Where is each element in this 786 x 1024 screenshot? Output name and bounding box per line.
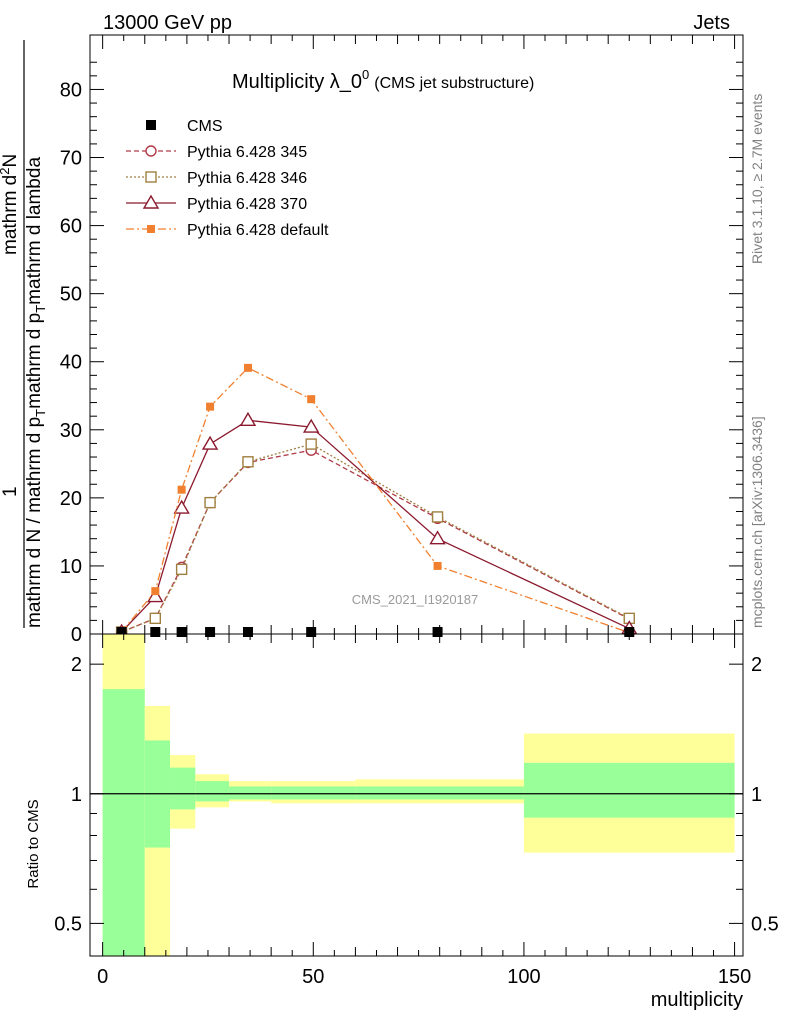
data-point-triangle (302, 418, 320, 433)
data-point-cms (176, 627, 187, 637)
legend-label: Pythia 6.428 370 (187, 196, 307, 213)
mcplots-reference-label: mcplots.cern.ch [arXiv:1306.3436] (749, 416, 765, 628)
data-point-cms (150, 627, 161, 637)
chart-subtitle: (CMS jet substructure) (374, 75, 534, 92)
header-process: Jets (693, 12, 730, 34)
y-tick-label: 10 (60, 556, 82, 578)
ratio-x-axis: 0 50 100 150 (97, 634, 751, 988)
ratio-panel: 0.5 0.5 1 1 2 2 0 50 100 150 Ratio to CMS multip… (25, 633, 779, 1011)
data-point-open-square (431, 511, 444, 523)
data-point-triangle (142, 194, 160, 209)
y-tick-label: 60 (60, 216, 82, 238)
legend: CMS Pythia 6.428 345 Pythia 6.428 346 Pythi… (126, 118, 329, 239)
series-layer (113, 363, 638, 638)
y-tick-label: 20 (60, 488, 82, 510)
y-axis-title-numerator: 1 (0, 486, 21, 497)
data-point-cms (432, 627, 443, 637)
data-point-triangle (147, 588, 164, 603)
series-line (121, 367, 630, 634)
stat-uncertainty-band (102, 689, 145, 956)
ratio-uncertainty-bands (102, 634, 735, 956)
data-point-open-square (175, 563, 188, 576)
data-point-open-square (204, 496, 216, 509)
x-tick-label: 0 (97, 966, 108, 988)
main-plot-panel: 0 10 20 30 40 50 60 70 80 CMS_2021_I1920187 Mult… (60, 34, 744, 646)
main-y-axis-title: mathrm d N / mathrm d pTmathrm d pTmathr… (0, 40, 48, 628)
y-axis-title-top: mathrm d2N (0, 154, 21, 255)
x-tick-label: 100 (507, 966, 540, 988)
stat-uncertainty-band (523, 762, 735, 818)
data-point-filled-square (151, 587, 160, 596)
data-point-cms (624, 627, 635, 637)
data-point-cms (242, 627, 253, 637)
x-axis-title: multiplicity (651, 989, 743, 1011)
y-axis-title-denominator: mathrm d N / mathrm d pTmathrm d pTmathr… (24, 157, 48, 628)
data-point-cms (146, 120, 156, 130)
series-line (121, 443, 630, 633)
chart-title: Multiplicity λ_00 (CMS jet substructure) (232, 67, 534, 93)
data-point-cms (116, 627, 127, 637)
y-tick-label: 80 (60, 79, 82, 101)
main-y-axis: 0 10 20 30 40 50 60 70 80 (60, 61, 743, 646)
stat-uncertainty-band (355, 786, 524, 800)
legend-label: Pythia 6.428 default (187, 222, 329, 239)
legend-label: Pythia 6.428 345 (187, 144, 307, 161)
data-point-open-square (305, 438, 317, 450)
data-point-filled-square (433, 561, 442, 570)
ratio-y-tick-label: 0.5 (54, 913, 82, 935)
ratio-y-tick-label-right: 0.5 (751, 913, 779, 935)
stat-uncertainty-band (271, 786, 356, 800)
y-tick-label: 40 (60, 352, 82, 374)
data-point-circle (145, 145, 157, 157)
analysis-watermark: CMS_2021_I1920187 (352, 592, 479, 607)
legend-label: CMS (187, 118, 223, 135)
chart-title-superscript: 0 (362, 67, 369, 82)
data-point-filled-square (177, 485, 186, 494)
data-point-filled-square (206, 402, 215, 411)
data-point-triangle (201, 435, 219, 450)
ratio-y-tick-label: 1 (71, 784, 82, 806)
data-point-filled-square (307, 395, 316, 404)
ratio-y-tick-label-right: 2 (751, 654, 762, 676)
y-tick-label: 50 (60, 284, 82, 306)
stat-uncertainty-band (229, 786, 272, 800)
data-point-open-square (242, 456, 254, 468)
ratio-plot-frame (89, 633, 744, 957)
data-point-triangle (239, 411, 257, 426)
data-point-triangle (429, 530, 446, 545)
y-tick-label: 0 (71, 624, 82, 646)
ratio-y-tick-label: 2 (71, 654, 82, 676)
data-point-cms (306, 627, 317, 637)
y-tick-label: 70 (60, 148, 82, 170)
x-tick-label: 150 (718, 966, 751, 988)
stat-uncertainty-band (195, 781, 230, 802)
x-tick-label: 50 (302, 966, 324, 988)
series-line (121, 419, 630, 633)
y-tick-label: 30 (60, 420, 82, 442)
data-point-triangle (173, 499, 190, 514)
ratio-y-axis: 0.5 0.5 1 1 2 2 (54, 654, 779, 935)
chart-title-main: Multiplicity λ_0 (232, 71, 362, 93)
data-point-filled-square (147, 225, 155, 233)
ratio-y-tick-label-right: 1 (751, 784, 762, 806)
data-point-filled-square (243, 363, 252, 372)
main-x-axis-ticks (102, 35, 736, 634)
data-point-open-square (149, 612, 162, 625)
rivet-version-label: Rivet 3.1.10, ≥ 2.7M events (749, 94, 765, 264)
header-energy: 13000 GeV pp (103, 12, 232, 34)
legend-label: Pythia 6.428 346 (187, 170, 307, 187)
ratio-y-axis-title: Ratio to CMS (25, 799, 42, 888)
stat-uncertainty-band (170, 767, 196, 810)
data-point-cms (205, 627, 216, 637)
data-point-open-square (145, 171, 157, 183)
